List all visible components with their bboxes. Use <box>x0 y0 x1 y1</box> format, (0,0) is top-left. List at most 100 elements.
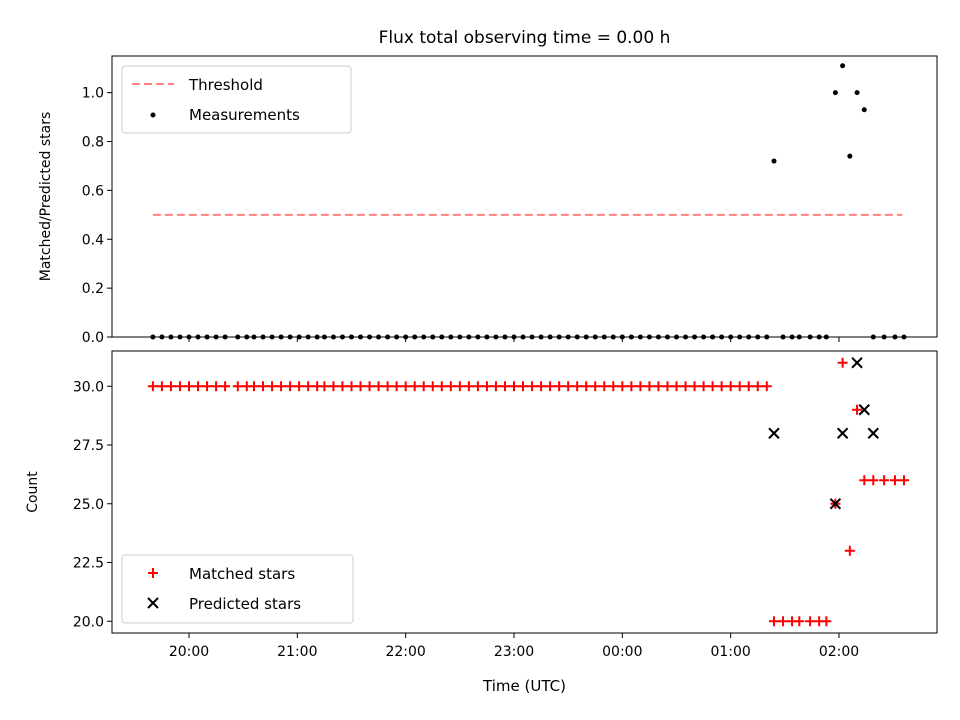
y-tick-label: 0.2 <box>82 281 104 297</box>
top-panel: Flux total observing time = 0.00 h Match… <box>38 28 938 346</box>
matched-star-point <box>436 381 447 392</box>
measurement-point <box>771 158 777 164</box>
x-tick-label: 22:00 <box>385 644 425 660</box>
predicted-star-point <box>768 427 780 439</box>
matched-star-point <box>899 475 909 486</box>
matched-star-point <box>794 616 805 627</box>
legend-measurements-swatch <box>150 112 156 118</box>
y-tick-label: 1.0 <box>82 86 104 102</box>
top-x-ticks <box>188 337 840 342</box>
matched-star-point <box>490 381 501 392</box>
matched-star-point <box>454 381 465 392</box>
y-tick-label: 27.5 <box>73 438 104 454</box>
bottom-y-ticks: 20.0 22.5 25.0 27.5 30.0 <box>73 379 112 630</box>
matched-star-point <box>805 616 816 627</box>
matched-star-point <box>545 381 556 392</box>
matched-star-point <box>373 381 384 392</box>
matched-star-point <box>653 381 664 392</box>
matched-star-point <box>418 381 429 392</box>
bottom-panel: Count 20.0 22.5 25.0 27.5 30.0 20:00 21:00 22:… <box>25 350 938 695</box>
matched-star-point <box>778 616 789 627</box>
legend-predicted-label: Predicted stars <box>189 595 301 613</box>
x-tick-label: 20:00 <box>169 644 209 660</box>
matched-star-point <box>276 381 287 392</box>
matched-star-point <box>232 381 243 392</box>
x-tick-label: 23:00 <box>494 644 534 660</box>
matched-star-point <box>184 381 194 392</box>
matched-star-point <box>572 381 583 392</box>
matched-star-point <box>518 381 529 392</box>
matched-star-point <box>147 381 158 392</box>
top-axes-frame <box>111 55 938 338</box>
matched-star-point <box>662 381 673 392</box>
matched-star-point <box>671 381 682 392</box>
legend-threshold-label: Threshold <box>188 76 263 94</box>
matched-star-point <box>734 381 745 392</box>
matched-star-point <box>608 381 619 392</box>
matched-star-point <box>249 381 259 392</box>
predicted-star-point <box>851 357 863 369</box>
matched-star-point <box>319 381 330 392</box>
matched-star-point <box>554 381 565 392</box>
legend-matched-label: Matched stars <box>189 565 295 583</box>
matched-star-point <box>346 381 357 392</box>
matched-star-point <box>761 381 772 392</box>
matched-star-point <box>267 381 278 392</box>
matched-star-point <box>391 381 402 392</box>
measurement-point <box>861 107 867 113</box>
matched-star-point <box>536 381 547 392</box>
predicted-star-point <box>858 404 870 416</box>
matched-star-point <box>427 381 438 392</box>
matched-star-point <box>879 475 890 486</box>
matched-star-point <box>707 381 718 392</box>
matched-star-point <box>463 381 474 392</box>
matched-star-point <box>821 616 832 627</box>
y-tick-label: 0.4 <box>82 232 104 248</box>
y-tick-label: 30.0 <box>73 379 104 395</box>
matched-star-point <box>285 381 296 392</box>
matched-star-point <box>698 381 709 392</box>
y-tick-label: 25.0 <box>73 497 104 513</box>
matched-star-point <box>193 381 204 392</box>
matched-star-point <box>635 381 646 392</box>
bottom-legend-box <box>121 554 354 624</box>
matched-star-point <box>599 381 610 392</box>
matched-star-point <box>382 381 393 392</box>
matched-star-point <box>868 475 879 486</box>
top-legend-box <box>121 65 352 134</box>
matched-star-point <box>481 381 492 392</box>
x-tick-label: 01:00 <box>710 644 750 660</box>
matched-star-point <box>716 381 727 392</box>
matched-star-point <box>644 381 655 392</box>
matched-star-point <box>409 381 420 392</box>
x-axis-label: Time (UTC) <box>482 677 566 695</box>
measurement-point <box>840 63 846 69</box>
y-tick-label: 0.0 <box>82 330 104 346</box>
matched-star-point <box>294 381 305 392</box>
matched-star-point <box>743 381 754 392</box>
bottom-plot-area <box>147 357 909 627</box>
matched-star-point <box>174 381 185 392</box>
bottom-y-axis-label: Count <box>25 471 41 513</box>
matched-star-point <box>220 381 231 392</box>
matched-star-point <box>852 404 863 415</box>
top-plot-area <box>150 63 907 340</box>
legend-predicted-swatch <box>147 597 159 609</box>
matched-star-point <box>889 475 900 486</box>
matched-star-point <box>527 381 538 392</box>
matched-star-point <box>725 381 736 392</box>
matched-star-point <box>156 381 167 392</box>
matched-star-point <box>752 381 763 392</box>
legend-measurements-label: Measurements <box>189 106 300 124</box>
y-tick-label: 22.5 <box>73 556 104 572</box>
matched-star-point <box>689 381 700 392</box>
predicted-star-point <box>867 427 880 439</box>
matched-star-point <box>563 381 574 392</box>
matched-star-point <box>400 381 411 392</box>
y-tick-label: 0.8 <box>82 135 104 151</box>
matched-star-point <box>258 381 269 392</box>
matched-star-point <box>499 381 510 392</box>
top-legend: Threshold Measurements <box>121 65 352 134</box>
chart-title: Flux total observing time = 0.00 h <box>379 28 671 48</box>
